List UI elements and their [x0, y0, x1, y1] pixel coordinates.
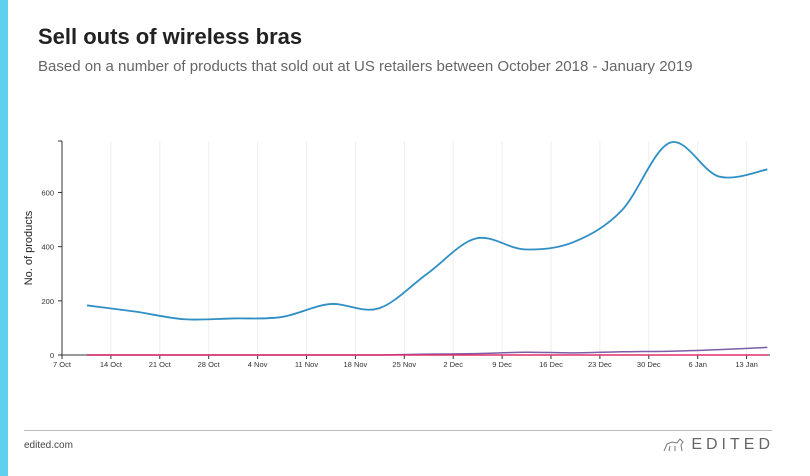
y-tick-label: 400 — [41, 243, 54, 252]
footer-site[interactable]: edited.com — [24, 440, 73, 451]
x-tick-label: 11 Nov — [295, 360, 318, 369]
x-tick-label: 18 Nov — [344, 360, 368, 369]
x-tick-label: 30 Dec — [637, 360, 661, 369]
x-tick-label: 13 Jan — [735, 360, 758, 369]
y-tick-label: 200 — [41, 297, 54, 306]
x-tick-label: 9 Dec — [492, 360, 512, 369]
chart-subtitle: Based on a number of products that sold … — [38, 58, 693, 75]
accent-bar — [0, 0, 8, 476]
chart-title: Sell outs of wireless bras — [38, 24, 303, 49]
y-tick-label: 600 — [41, 188, 54, 197]
x-tick-label: 7 Oct — [53, 360, 72, 369]
y-tick-label: 0 — [50, 351, 54, 360]
edited-logo: EDITED — [663, 436, 774, 454]
series-line-0 — [86, 141, 768, 321]
y-axis-label: No. of products — [23, 210, 35, 285]
x-tick-label: 25 Nov — [392, 360, 416, 369]
x-tick-label: 16 Dec — [539, 360, 563, 369]
x-tick-label: 2 Dec — [443, 360, 463, 369]
x-tick-label: 4 Nov — [248, 360, 268, 369]
x-tick-label: 6 Jan — [689, 360, 707, 369]
logo-text: EDITED — [691, 436, 774, 453]
x-tick-label: 28 Oct — [198, 360, 221, 369]
x-tick-label: 14 Oct — [100, 360, 123, 369]
x-tick-label: 21 Oct — [149, 360, 172, 369]
footer-divider — [24, 430, 772, 431]
bear-icon — [663, 438, 684, 452]
x-tick-label: 23 Dec — [588, 360, 612, 369]
series-line-1 — [87, 346, 768, 356]
